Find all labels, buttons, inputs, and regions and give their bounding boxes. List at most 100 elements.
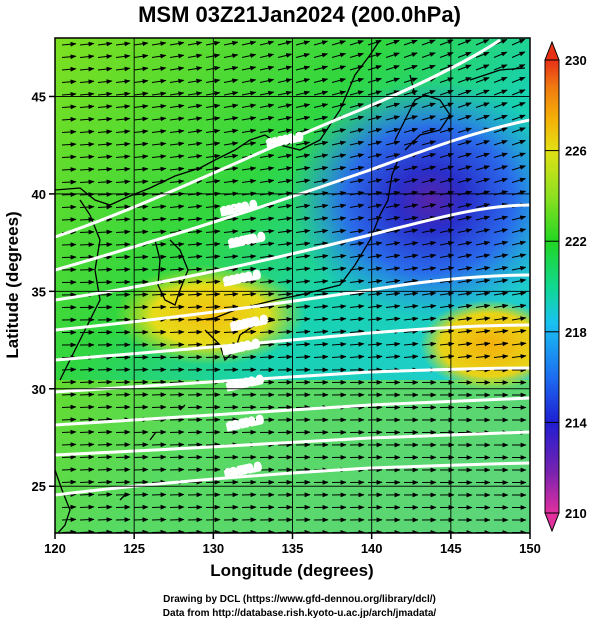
wind-arrow	[331, 329, 347, 335]
wind-arrow	[133, 216, 149, 222]
wind-arrow	[97, 367, 113, 373]
wind-arrow	[61, 442, 77, 448]
wind-arrow	[115, 166, 131, 172]
wind-arrow	[421, 253, 437, 259]
wind-arrow	[475, 152, 490, 158]
wind-arrow	[61, 54, 77, 60]
wind-arrow	[385, 90, 400, 96]
wind-arrow	[223, 279, 239, 285]
wind-arrow	[79, 229, 95, 235]
wind-arrow	[133, 492, 149, 498]
wind-arrow	[151, 66, 167, 72]
wind-arrow	[421, 90, 436, 96]
wind-arrow	[313, 90, 329, 96]
wind-arrow	[61, 104, 77, 110]
wind-arrow	[295, 90, 311, 96]
wind-arrow	[187, 254, 203, 260]
wind-arrow	[97, 204, 113, 210]
wind-arrow	[295, 241, 311, 247]
contour-line	[55, 430, 530, 457]
wind-arrow	[313, 241, 329, 247]
wind-arrow	[277, 153, 293, 159]
wind-arrow	[115, 254, 131, 260]
wind-arrow	[151, 116, 167, 122]
wind-arrow	[349, 291, 365, 297]
wind-arrow	[133, 517, 149, 523]
wind-arrow	[313, 165, 329, 171]
wind-arrow	[367, 291, 383, 297]
wind-arrow	[421, 115, 436, 121]
wind-arrow	[439, 329, 455, 334]
wind-arrow	[61, 392, 77, 398]
wind-arrow	[295, 103, 311, 108]
wind-arrow	[79, 479, 95, 485]
wind-arrow	[385, 241, 401, 246]
wind-arrow	[511, 215, 527, 221]
wind-arrow	[421, 165, 437, 171]
wind-arrow	[493, 64, 508, 71]
wind-arrow	[259, 279, 275, 285]
wind-arrow	[511, 38, 526, 46]
wind-arrow	[367, 354, 383, 360]
wind-arrow	[79, 492, 95, 498]
wind-arrow	[511, 89, 526, 96]
wind-arrow	[457, 152, 472, 158]
wind-arrow	[439, 291, 455, 297]
wind-arrow	[385, 52, 400, 58]
wind-arrow	[511, 228, 527, 233]
wind-arrow	[169, 304, 185, 310]
wind-arrow	[457, 102, 472, 108]
wind-arrow	[259, 254, 275, 259]
wind-arrow	[79, 417, 95, 423]
wind-arrow	[295, 166, 311, 171]
wind-arrow	[493, 354, 509, 359]
wind-arrow	[79, 66, 95, 72]
wind-arrow	[151, 329, 167, 335]
wind-arrow	[97, 379, 113, 385]
y-tick-label: 45	[32, 89, 46, 104]
wind-arrow	[295, 266, 311, 272]
wind-arrow	[133, 292, 149, 298]
wind-arrow	[151, 454, 167, 460]
wind-arrow	[403, 115, 418, 121]
wind-arrow	[187, 266, 203, 272]
wind-arrow	[79, 267, 95, 273]
wind-arrow	[493, 240, 509, 246]
wind-arrow	[151, 379, 167, 385]
wind-arrow	[97, 392, 113, 398]
wind-arrow	[133, 104, 149, 109]
wind-arrow	[439, 316, 455, 322]
wind-arrow	[403, 65, 418, 71]
wind-arrow	[475, 215, 491, 221]
wind-arrow	[403, 215, 419, 221]
wind-arrow	[421, 341, 437, 347]
wind-arrow	[313, 216, 329, 222]
wind-arrow	[277, 90, 293, 96]
wind-arrow	[295, 78, 311, 83]
wind-arrow	[223, 116, 239, 121]
wind-arrow	[61, 41, 77, 47]
wind-arrow	[457, 228, 473, 233]
wind-arrow	[133, 91, 149, 97]
wind-arrow	[187, 342, 203, 348]
wind-arrow	[511, 76, 526, 83]
wind-arrow	[349, 228, 365, 234]
wind-arrow	[385, 304, 401, 309]
wind-arrow	[241, 65, 257, 71]
wind-arrow	[457, 278, 473, 284]
wind-arrow	[313, 291, 329, 297]
wind-arrow	[475, 64, 490, 71]
wind-arrow	[421, 241, 437, 246]
wind-arrow	[61, 404, 77, 410]
wind-arrow	[169, 454, 185, 460]
wind-arrow	[511, 354, 527, 359]
contour-line	[55, 203, 530, 302]
wind-arrow	[187, 229, 203, 235]
wind-arrow	[493, 228, 509, 233]
wind-arrow	[151, 392, 167, 398]
wind-arrow	[367, 203, 383, 209]
wind-arrow	[115, 229, 131, 235]
wind-arrow	[241, 316, 257, 322]
wind-arrow	[403, 165, 419, 171]
